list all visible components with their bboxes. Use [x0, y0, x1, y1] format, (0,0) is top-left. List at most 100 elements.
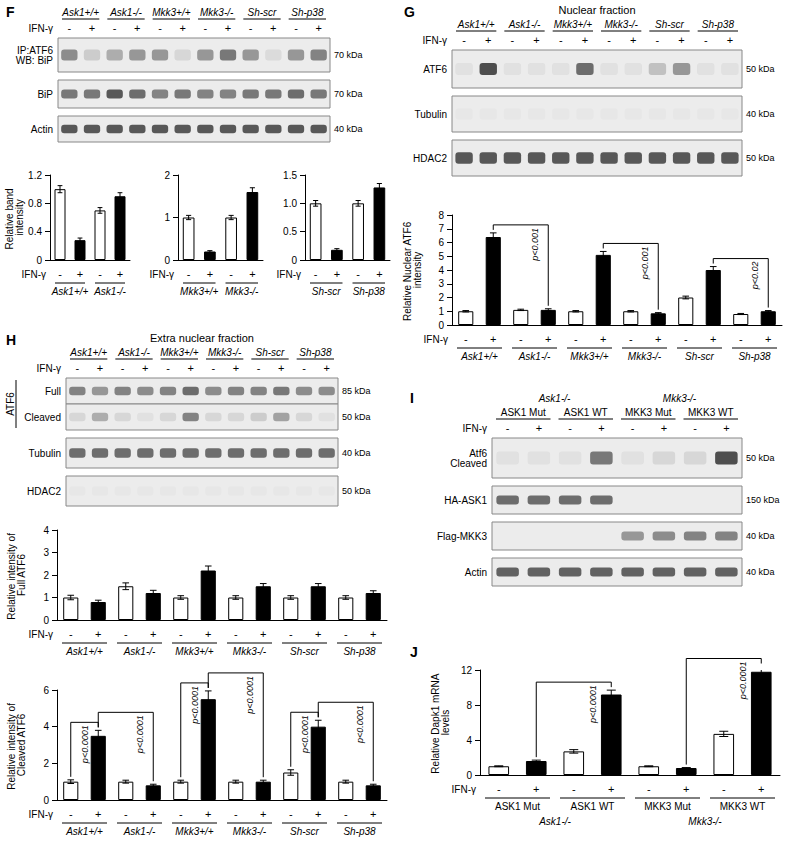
svg-text:-: - — [511, 34, 515, 46]
svg-text:-: - — [344, 628, 348, 640]
svg-text:-: - — [58, 268, 62, 280]
svg-text:IFN-γ: IFN-γ — [150, 269, 174, 280]
svg-text:-: - — [344, 808, 348, 820]
svg-text:p<0.02: p<0.02 — [750, 262, 760, 291]
svg-text:-: - — [124, 808, 128, 820]
svg-text:-: - — [568, 422, 572, 434]
svg-text:2: 2 — [43, 570, 49, 581]
svg-text:+: + — [278, 362, 284, 374]
svg-text:Sh-scr: Sh-scr — [312, 286, 342, 297]
svg-text:IFN-γ: IFN-γ — [277, 269, 301, 280]
svg-text:Sh-p38: Sh-p38 — [353, 286, 386, 297]
svg-text:Ask1-/-: Ask1-/- — [109, 7, 142, 18]
svg-text:p<0.0001: p<0.0001 — [738, 662, 748, 701]
svg-text:Mkk3-/-: Mkk3-/- — [233, 826, 267, 837]
svg-text:+: + — [205, 628, 211, 640]
svg-text:-: - — [294, 22, 298, 34]
svg-text:p<0.0001: p<0.0001 — [135, 715, 145, 754]
svg-text:+: + — [678, 34, 684, 46]
svg-text:+: + — [315, 22, 321, 34]
svg-text:MKK3 WT: MKK3 WT — [720, 801, 766, 812]
svg-text:4: 4 — [438, 265, 444, 276]
svg-text:Sh-p38: Sh-p38 — [702, 19, 735, 30]
svg-text:Extra nuclear fraction: Extra nuclear fraction — [150, 332, 254, 344]
svg-text:Sh-scr: Sh-scr — [290, 646, 320, 657]
svg-text:Ask1+/+: Ask1+/+ — [69, 347, 107, 358]
svg-text:1.5: 1.5 — [283, 170, 297, 181]
svg-text:+: + — [179, 22, 185, 34]
svg-text:50 kDa: 50 kDa — [342, 486, 371, 496]
svg-text:p<0.001: p<0.001 — [640, 246, 650, 280]
svg-text:Cleaved: Cleaved — [450, 458, 487, 469]
svg-text:-: - — [519, 333, 523, 345]
svg-text:IFN-γ: IFN-γ — [29, 629, 53, 640]
svg-text:+: + — [630, 34, 636, 46]
svg-text:-: - — [656, 34, 660, 46]
svg-text:ASK1 Mut: ASK1 Mut — [495, 801, 540, 812]
svg-text:-: - — [69, 808, 73, 820]
svg-text:G: G — [404, 4, 415, 20]
svg-text:50 kDa: 50 kDa — [342, 412, 371, 422]
svg-text:+: + — [376, 268, 382, 280]
svg-text:-: - — [631, 422, 635, 434]
svg-text:-: - — [314, 268, 318, 280]
svg-text:Sh-scr: Sh-scr — [256, 347, 286, 358]
svg-text:85 kDa: 85 kDa — [342, 386, 371, 396]
svg-text:H: H — [6, 332, 16, 348]
svg-text:+: + — [150, 808, 156, 820]
svg-text:-: - — [179, 628, 183, 640]
svg-text:0: 0 — [36, 255, 42, 266]
svg-text:HDAC2: HDAC2 — [27, 486, 61, 497]
svg-text:Ask1-/-: Ask1-/- — [117, 347, 150, 358]
svg-text:Mkk3+/+: Mkk3+/+ — [175, 646, 214, 657]
svg-text:-: - — [506, 422, 510, 434]
svg-text:2: 2 — [164, 170, 170, 181]
svg-text:Mkk3-/-: Mkk3-/- — [688, 816, 722, 827]
svg-text:50 kDa: 50 kDa — [746, 64, 775, 74]
svg-text:IFN-γ: IFN-γ — [37, 363, 61, 374]
svg-text:Full: Full — [45, 386, 61, 397]
svg-text:intensity: intensity — [14, 199, 25, 236]
svg-text:Ask1-/-: Ask1-/- — [538, 393, 571, 404]
svg-text:ASK1 WT: ASK1 WT — [564, 407, 608, 418]
svg-text:Sh-scr: Sh-scr — [685, 351, 715, 362]
svg-text:50 kDa: 50 kDa — [746, 153, 775, 163]
svg-text:p<0.0001: p<0.0001 — [190, 686, 200, 725]
svg-text:-: - — [75, 362, 79, 374]
svg-text:4: 4 — [43, 721, 49, 732]
svg-text:150 kDa: 150 kDa — [746, 495, 780, 505]
svg-text:2: 2 — [43, 758, 49, 769]
svg-text:Mkk3-/-: Mkk3-/- — [208, 347, 242, 358]
svg-text:+: + — [142, 362, 148, 374]
svg-text:+: + — [95, 628, 101, 640]
svg-text:-: - — [249, 22, 253, 34]
svg-text:0: 0 — [466, 770, 472, 781]
svg-text:Flag-MKK3: Flag-MKK3 — [437, 531, 487, 542]
svg-text:-: - — [187, 268, 191, 280]
svg-text:IFN-γ: IFN-γ — [452, 784, 476, 795]
svg-text:HDAC2: HDAC2 — [413, 153, 447, 164]
svg-text:p<0.0001: p<0.0001 — [80, 725, 90, 764]
svg-text:Sh-p38: Sh-p38 — [299, 347, 332, 358]
svg-text:-: - — [497, 783, 501, 795]
svg-text:6: 6 — [43, 685, 49, 696]
svg-text:5: 5 — [438, 251, 444, 262]
svg-text:+: + — [490, 333, 496, 345]
svg-text:MKK3 Mut: MKK3 Mut — [625, 407, 672, 418]
svg-text:-: - — [607, 34, 611, 46]
svg-text:0: 0 — [438, 320, 444, 331]
svg-text:-: - — [574, 333, 578, 345]
svg-text:levels: levels — [440, 710, 451, 736]
svg-text:+: + — [545, 333, 551, 345]
svg-text:0.5: 0.5 — [283, 226, 297, 237]
svg-text:Actin: Actin — [31, 124, 53, 135]
svg-text:+: + — [598, 422, 604, 434]
svg-text:p<0.001: p<0.001 — [530, 228, 540, 262]
svg-text:-: - — [629, 333, 633, 345]
svg-text:7: 7 — [438, 223, 444, 234]
svg-text:-: - — [179, 808, 183, 820]
svg-text:-: - — [722, 783, 726, 795]
svg-text:-: - — [559, 34, 563, 46]
svg-text:+: + — [533, 34, 539, 46]
svg-text:40 kDa: 40 kDa — [334, 124, 363, 134]
